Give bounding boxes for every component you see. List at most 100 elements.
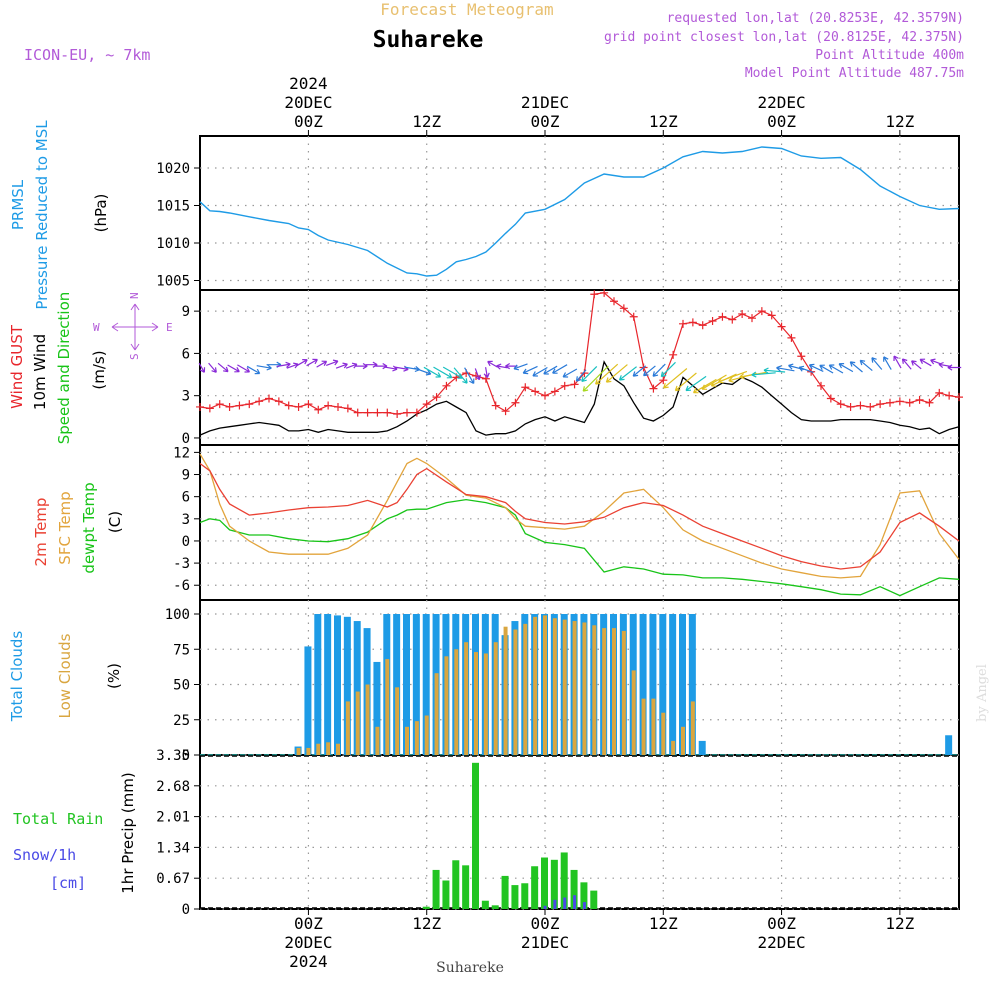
wind-arrow [237, 364, 251, 373]
time-label-bottom: 12Z [412, 914, 441, 933]
low-cloud-bar [612, 628, 616, 755]
clouds-unit: (%) [105, 663, 123, 689]
gust-marker [866, 402, 875, 411]
model-altitude: Model Point Altitude 487.75m [745, 66, 964, 81]
total-cloud-bar [698, 740, 706, 755]
wind-arrow [335, 362, 348, 369]
wind-arrow [751, 371, 776, 378]
compass-north: N [128, 292, 141, 299]
total-cloud-bar [639, 614, 647, 755]
gust-marker [600, 288, 609, 297]
gust-marker [757, 307, 766, 316]
gust-marker [442, 381, 451, 390]
y-tick-label: 1015 [156, 199, 190, 215]
total-cloud-bar [373, 661, 381, 755]
gust-marker [383, 408, 392, 417]
gust-marker [511, 398, 520, 407]
gust-marker [649, 384, 658, 393]
compass-arrows [111, 303, 159, 351]
time-label-bottom: 20DEC [284, 933, 332, 952]
gust-marker [215, 400, 224, 409]
wind-arrow [513, 363, 528, 371]
wind-arrow [911, 360, 922, 370]
gust-marker [570, 380, 579, 389]
y-tick-label: 1010 [156, 236, 190, 252]
wind-arrow [562, 368, 578, 378]
wind-arrow [208, 362, 217, 373]
wind-arrow [893, 355, 902, 369]
gust-marker [748, 314, 756, 323]
rain-bar [590, 890, 598, 909]
gust-marker [560, 381, 569, 390]
gust-marker [659, 376, 668, 385]
y-tick-label: 100 [165, 607, 190, 623]
gust-marker [531, 387, 540, 396]
plot-layer: 10051010101510200369-6-30369120255075100… [156, 74, 963, 971]
wind-arrow [227, 364, 240, 373]
rain-bar [491, 905, 499, 909]
low-cloud-bar [336, 743, 340, 755]
time-label-top: 00Z [294, 112, 323, 131]
low-cloud-bar [661, 712, 666, 755]
temp-2m-line [199, 462, 960, 570]
total-cloud-bar [343, 616, 351, 755]
gust-marker [393, 410, 402, 418]
wind-arrow [496, 363, 508, 370]
wind-arrow [375, 362, 388, 370]
wind-arrow [919, 358, 932, 367]
wind-arrow [442, 366, 463, 379]
gust-marker [629, 312, 638, 321]
y-tick-label: 1020 [156, 161, 190, 177]
wind-gust-line [199, 292, 960, 415]
gust-marker [422, 400, 431, 409]
gust-marker [738, 309, 747, 318]
wind-arrow [947, 364, 962, 371]
precip-unit: 1hr Precip (mm) [119, 772, 137, 893]
dewpt-label: dewpt Temp [80, 482, 98, 573]
low-cloud-bar [592, 625, 597, 755]
gust-marker [353, 408, 362, 417]
total-cloud-bar [304, 646, 312, 755]
wind-arrow [582, 365, 609, 392]
wind-arrow [246, 365, 261, 375]
model-label: ICON-EU, ~ 7km [24, 46, 150, 64]
wind-arrow [256, 364, 272, 371]
low-cloud-bar [345, 701, 350, 755]
sfc-temp-label: SFC Temp [56, 491, 74, 564]
wind-arrow [930, 358, 942, 365]
total-cloud-bar [649, 614, 657, 755]
y-tick-label: 0 [182, 534, 190, 550]
wind-arrow [763, 367, 786, 374]
total-cloud-bar [412, 614, 420, 755]
low-cloud-bar [464, 642, 469, 755]
wind-label: 10m Wind [31, 334, 49, 410]
precip-legend: Total Rain Snow/1h [cm] [13, 810, 103, 892]
time-label-bottom: 12Z [885, 914, 914, 933]
location-title: Suhareke [373, 27, 484, 53]
gust-marker [373, 408, 382, 417]
gust-marker [196, 402, 204, 411]
pressure-label-2: Pressure Reduced to MSL [33, 120, 51, 310]
y-tick-label: 0 [182, 902, 190, 918]
snow-bar [563, 897, 567, 909]
low-cloud-bar [641, 698, 646, 755]
time-label-bottom: 2024 [289, 952, 328, 971]
total-cloud-bar [669, 614, 677, 755]
low-cloud-bar [493, 642, 498, 755]
rain-bar [432, 869, 440, 909]
wind-arrow [859, 359, 873, 372]
compass-south: S [128, 353, 141, 360]
grid-point-coords: grid point closest lon,lat (20.8125E, 42… [604, 30, 964, 45]
wind-arrow [581, 365, 598, 382]
rain-bar [442, 880, 450, 909]
wind-arrow [632, 365, 647, 377]
y-tick-label: -6 [173, 578, 190, 594]
time-label-bottom: 00Z [294, 914, 323, 933]
pressure-panel [199, 135, 960, 291]
low-cloud-bar [395, 687, 400, 755]
low-cloud-bar [434, 673, 439, 755]
gust-marker [274, 397, 283, 406]
wind-arrow [296, 359, 308, 367]
low-cloud-bar [316, 743, 321, 755]
low-cloud-bar [483, 653, 488, 755]
